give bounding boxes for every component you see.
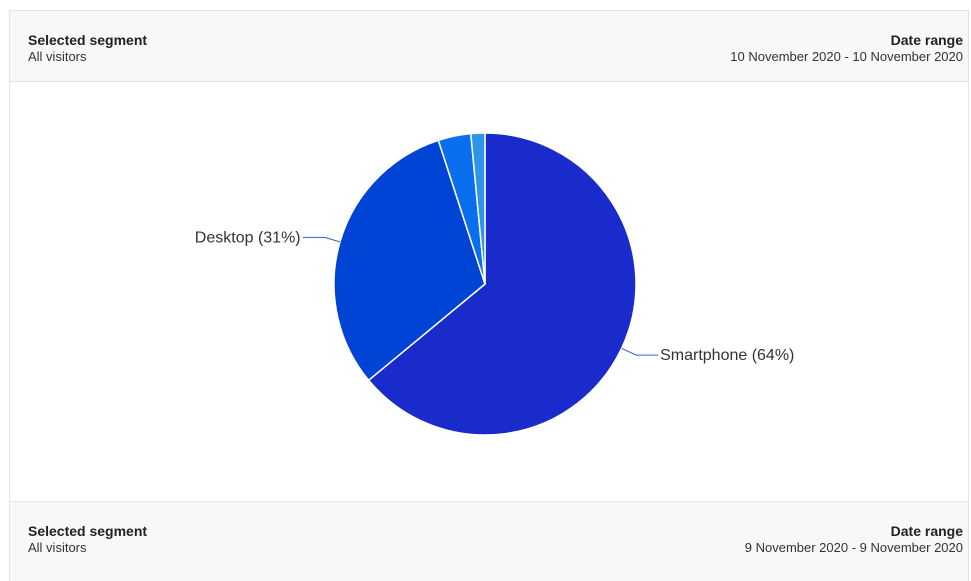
date-range-info-2: Date range 9 November 2020 - 9 November … [745, 523, 963, 556]
segment-value: All visitors [28, 49, 87, 64]
segment-value-2: All visitors [28, 540, 87, 555]
leader-line-desktop [302, 236, 341, 243]
leader-line-smartphone [621, 347, 659, 356]
chart-panel: Smartphone (64%) Desktop (31%) [9, 82, 969, 501]
device-pie-chart: Smartphone (64%) Desktop (31%) [195, 132, 794, 436]
segment-label: Selected segment [28, 32, 148, 48]
date-range-info: Date range 10 November 2020 - 10 Novembe… [730, 32, 963, 65]
pie-slice-other-3[interactable] [469, 132, 486, 285]
pie-slice-desktop[interactable] [333, 139, 486, 382]
date-range-value-2: 9 November 2020 - 9 November 2020 [744, 540, 963, 555]
pie-slice-smartphone[interactable] [367, 132, 637, 436]
date-range-value: 10 November 2020 - 10 November 2020 [730, 49, 963, 64]
slice-label-smartphone: Smartphone (64%) [660, 347, 794, 364]
report-header-2: Selected segment All visitors Date range… [9, 501, 969, 581]
segment-info-2: Selected segment All visitors [28, 523, 147, 556]
slice-label-desktop: Desktop (31%) [195, 229, 301, 246]
date-range-label: Date range [890, 32, 963, 48]
report-header: Selected segment All visitors Date range… [9, 10, 969, 82]
segment-label-2: Selected segment [28, 523, 148, 539]
segment-info: Selected segment All visitors [28, 32, 147, 65]
date-range-label-2: Date range [890, 523, 963, 539]
